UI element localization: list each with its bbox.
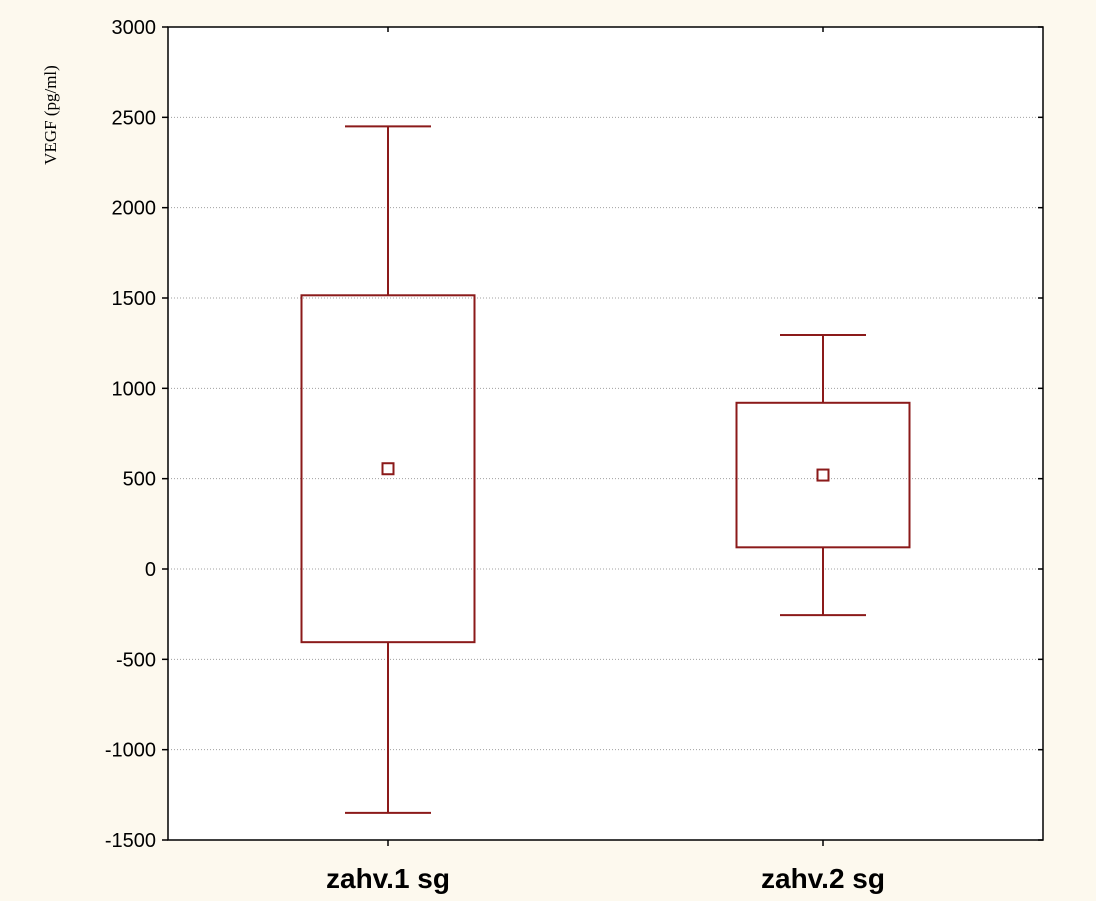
y-tick-label: 1500	[112, 288, 157, 310]
box-rect	[300, 294, 476, 644]
center-marker	[381, 462, 395, 476]
y-tick-label: -500	[116, 649, 156, 671]
x-category-label: zahv.1 sg	[326, 863, 450, 894]
y-tick-label: 2000	[112, 198, 157, 220]
y-tick-label: 500	[123, 469, 156, 491]
y-tick-label: -1000	[105, 740, 156, 762]
y-tick-label: 3000	[112, 17, 157, 39]
plot-frame	[167, 26, 1044, 841]
y-tick-label: 2500	[112, 107, 157, 129]
plot-area	[168, 27, 1043, 840]
y-tick-label: -1500	[105, 830, 156, 852]
x-category-label: zahv.2 sg	[761, 863, 885, 894]
box-group	[735, 334, 911, 617]
y-tick-label: 0	[145, 559, 156, 581]
box-marks	[300, 125, 911, 814]
axes: -1500 -1000 -500 0 500 1000 1500 2000 2500 3000 za…	[105, 17, 1044, 894]
box-rect	[735, 401, 911, 549]
plot-background	[168, 27, 1043, 840]
y-tick-label: 1000	[112, 378, 157, 400]
y-axis-title: VEGF (pg/ml)	[41, 65, 60, 165]
grid-lines	[168, 116, 1043, 751]
box-group	[300, 125, 476, 814]
center-marker	[816, 468, 830, 482]
